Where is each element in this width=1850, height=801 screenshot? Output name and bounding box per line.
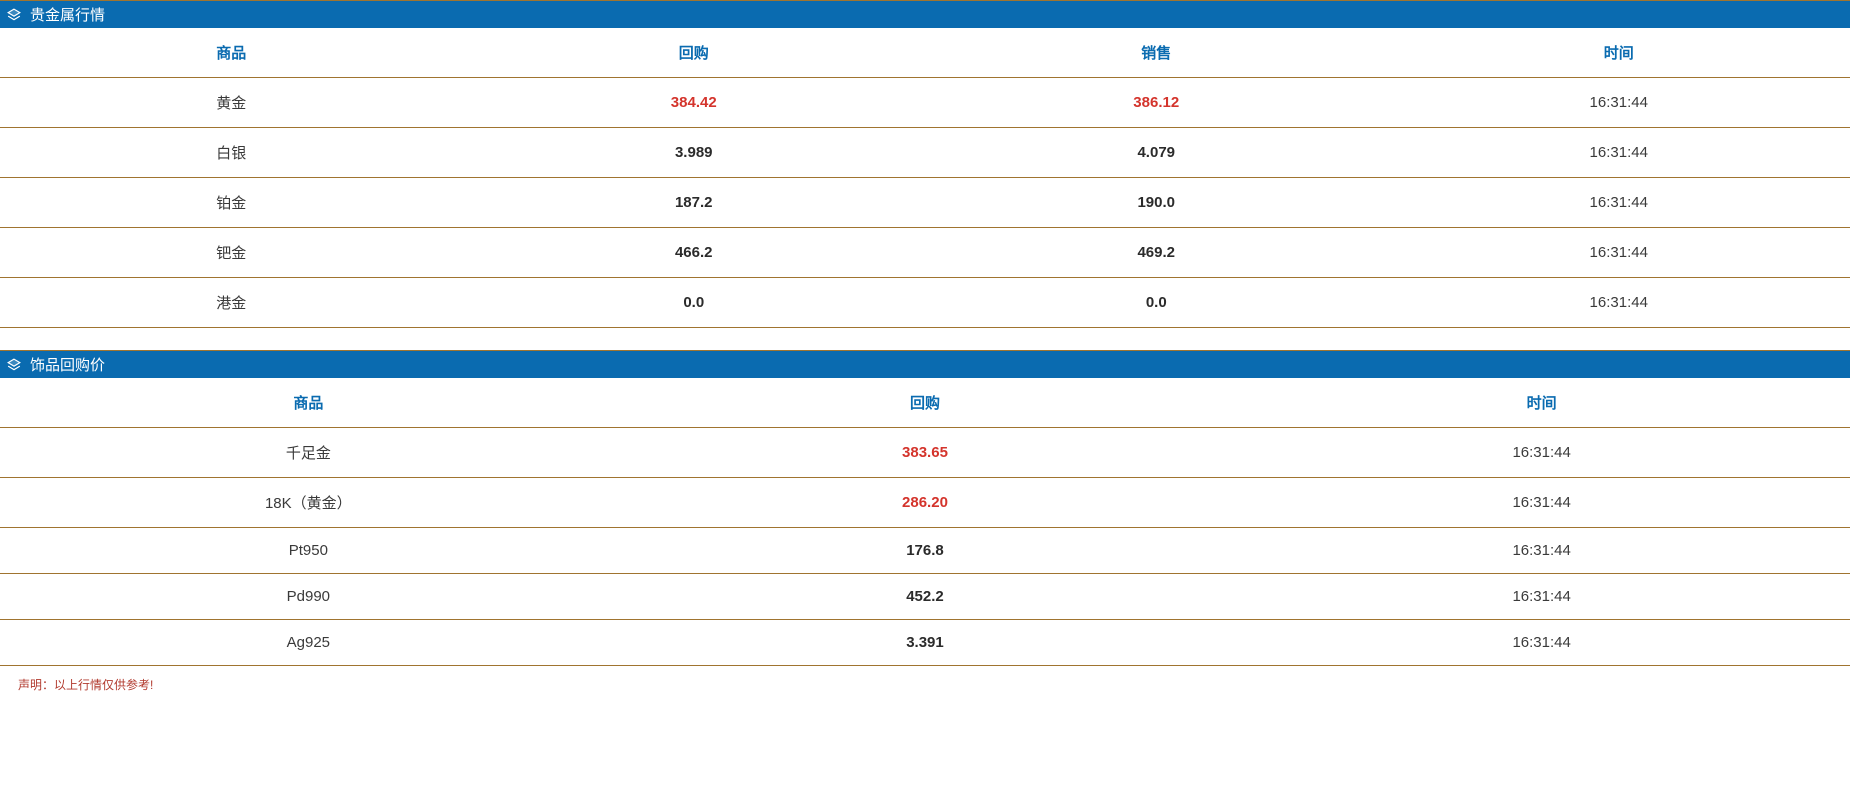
cell-buy: 383.65 — [617, 428, 1234, 478]
table-row: 白银3.9894.07916:31:44 — [0, 128, 1850, 178]
section-gap — [0, 328, 1850, 350]
layers-icon — [6, 7, 22, 23]
cell-product: 白银 — [0, 128, 463, 178]
cell-buy: 176.8 — [617, 528, 1234, 574]
cell-time: 16:31:44 — [1388, 178, 1850, 228]
cell-buy: 3.391 — [617, 620, 1234, 666]
cell-product: Ag925 — [0, 620, 617, 666]
cell-time: 16:31:44 — [1233, 428, 1850, 478]
cell-product: 千足金 — [0, 428, 617, 478]
col-buy: 回购 — [617, 378, 1234, 428]
cell-time: 16:31:44 — [1233, 528, 1850, 574]
layers-icon — [6, 357, 22, 373]
section-header-jewelry: 饰品回购价 — [0, 350, 1850, 378]
section-title-jewelry: 饰品回购价 — [30, 354, 105, 375]
cell-buy: 286.20 — [617, 478, 1234, 528]
table-row: 港金0.00.016:31:44 — [0, 278, 1850, 328]
col-product: 商品 — [0, 378, 617, 428]
cell-sell: 0.0 — [925, 278, 1388, 328]
footer-text: 声明：以上行情仅供参考! — [18, 678, 153, 692]
cell-sell: 190.0 — [925, 178, 1388, 228]
col-time: 时间 — [1233, 378, 1850, 428]
table-row: Pd990452.216:31:44 — [0, 574, 1850, 620]
cell-product: 铂金 — [0, 178, 463, 228]
cell-time: 16:31:44 — [1388, 128, 1850, 178]
table-row: 黄金384.42386.1216:31:44 — [0, 78, 1850, 128]
cell-time: 16:31:44 — [1388, 278, 1850, 328]
cell-buy: 187.2 — [463, 178, 926, 228]
cell-product: 港金 — [0, 278, 463, 328]
cell-product: Pt950 — [0, 528, 617, 574]
cell-product: 黄金 — [0, 78, 463, 128]
col-buy: 回购 — [463, 28, 926, 78]
cell-buy: 452.2 — [617, 574, 1234, 620]
col-time: 时间 — [1388, 28, 1850, 78]
cell-sell: 386.12 — [925, 78, 1388, 128]
table-header-row: 商品 回购 时间 — [0, 378, 1850, 428]
col-product: 商品 — [0, 28, 463, 78]
cell-sell: 4.079 — [925, 128, 1388, 178]
table-row: Pt950176.816:31:44 — [0, 528, 1850, 574]
cell-time: 16:31:44 — [1233, 478, 1850, 528]
section-header-metals: 贵金属行情 — [0, 0, 1850, 28]
cell-time: 16:31:44 — [1388, 228, 1850, 278]
cell-product: 钯金 — [0, 228, 463, 278]
cell-time: 16:31:44 — [1233, 620, 1850, 666]
cell-sell: 469.2 — [925, 228, 1388, 278]
cell-buy: 466.2 — [463, 228, 926, 278]
cell-buy: 384.42 — [463, 78, 926, 128]
table-row: 千足金383.6516:31:44 — [0, 428, 1850, 478]
table-header-row: 商品 回购 销售 时间 — [0, 28, 1850, 78]
cell-buy: 3.989 — [463, 128, 926, 178]
footer-disclaimer: 声明：以上行情仅供参考! — [0, 666, 1850, 695]
cell-product: Pd990 — [0, 574, 617, 620]
cell-buy: 0.0 — [463, 278, 926, 328]
table-row: 铂金187.2190.016:31:44 — [0, 178, 1850, 228]
cell-time: 16:31:44 — [1388, 78, 1850, 128]
jewelry-table: 商品 回购 时间 千足金383.6516:31:4418K（黄金）286.201… — [0, 378, 1850, 666]
table-row: 钯金466.2469.216:31:44 — [0, 228, 1850, 278]
col-sell: 销售 — [925, 28, 1388, 78]
section-title-metals: 贵金属行情 — [30, 4, 105, 25]
metals-table: 商品 回购 销售 时间 黄金384.42386.1216:31:44白银3.98… — [0, 28, 1850, 328]
cell-product: 18K（黄金） — [0, 478, 617, 528]
cell-time: 16:31:44 — [1233, 574, 1850, 620]
table-row: 18K（黄金）286.2016:31:44 — [0, 478, 1850, 528]
table-row: Ag9253.39116:31:44 — [0, 620, 1850, 666]
